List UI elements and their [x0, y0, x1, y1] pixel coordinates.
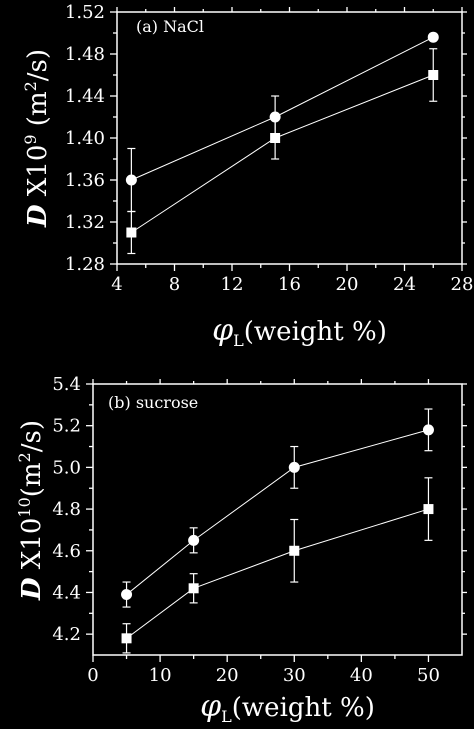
y-axis-unit-pre: X10	[23, 145, 53, 205]
series-line	[131, 75, 433, 233]
x-tick-label: 8	[169, 274, 180, 295]
y-axis-unit-post: (m	[17, 462, 47, 497]
series-circle	[126, 32, 439, 212]
x-tick-label: 0	[87, 665, 98, 686]
data-point-square	[270, 133, 280, 143]
y-axis-unit-pre: X10	[17, 518, 47, 578]
data-point-circle	[188, 535, 199, 546]
data-point-circle	[121, 589, 132, 600]
x-axis-title: φL(weight %)	[212, 313, 387, 350]
y-axis-unit-sup: 2	[15, 452, 34, 462]
panel-label: (b) sucrose	[108, 393, 198, 412]
x-tick-label: 28	[451, 274, 474, 295]
x-tick-label: 20	[216, 665, 239, 686]
y-axis-unit-sup: 2	[21, 81, 40, 91]
data-point-circle	[428, 32, 439, 43]
y-axis-unit-post: (m	[23, 91, 53, 134]
x-tick-label: 12	[221, 274, 244, 295]
y-tick-label: 1.52	[65, 2, 105, 23]
y-tick-label: 4.8	[52, 499, 81, 520]
plot-frame	[93, 384, 462, 655]
data-point-circle	[126, 175, 137, 186]
chart-panel-b: 0 10 20 30 40 50 4.2 4.4 4.6 4.8 5.0 5.2 5.4 (b) sucr…	[15, 374, 467, 726]
series-square	[126, 49, 438, 254]
x-axis-label-text: (weight %)	[232, 693, 375, 723]
x-axis-symbol: φ	[200, 689, 221, 724]
data-point-square	[122, 633, 132, 643]
data-point-square	[289, 546, 299, 556]
x-tick-label: 10	[149, 665, 172, 686]
series-line	[127, 430, 429, 595]
y-axis-unit-tail: /s)	[23, 49, 53, 81]
y-tick-label: 5.0	[52, 457, 81, 478]
x-axis-subscript: L	[221, 707, 232, 726]
y-tick-label: 1.48	[65, 44, 105, 65]
y-tick-label: 5.2	[52, 416, 81, 437]
x-tick-label: 20	[336, 274, 359, 295]
data-point-square	[423, 504, 433, 514]
y-tick-label: 4.2	[52, 624, 81, 645]
panel-label: (a) NaCl	[136, 17, 204, 36]
x-axis-title: φL(weight %)	[200, 689, 375, 726]
x-tick-label: 50	[417, 665, 440, 686]
data-point-circle	[423, 424, 434, 435]
x-axis-label-text: (weight %)	[244, 317, 387, 347]
series-line	[131, 37, 433, 180]
data-point-circle	[289, 462, 300, 473]
y-tick-label: 1.28	[65, 254, 105, 275]
x-tick-label: 30	[283, 665, 306, 686]
y-tick-label: 1.36	[65, 170, 105, 191]
y-tick-label: 1.32	[65, 212, 105, 233]
y-axis-symbol: D	[17, 577, 47, 601]
x-tick-label: 4	[111, 274, 122, 295]
plot-frame	[117, 12, 462, 264]
y-tick-label: 1.40	[65, 128, 105, 149]
y-axis-exponent: 9	[21, 134, 40, 144]
y-axis-title: D X1010(m2/s)	[15, 420, 47, 601]
x-tick-label: 24	[393, 274, 416, 295]
y-axis-title: D X109 (m2/s)	[21, 49, 53, 228]
y-axis-symbol: D	[23, 204, 53, 228]
data-point-square	[428, 70, 438, 80]
y-tick-label: 4.4	[52, 582, 81, 603]
data-point-square	[126, 228, 136, 238]
x-tick-label: 40	[350, 665, 373, 686]
x-axis-subscript: L	[233, 331, 244, 350]
chart-panel-a: 4 8 12 16 20 24 28 1.28 1.32 1.36 1.40 1.44 1.48 1.52…	[21, 2, 473, 350]
y-axis-exponent: 10	[15, 497, 34, 517]
series-line	[127, 509, 429, 638]
data-point-square	[189, 583, 199, 593]
y-axis-unit-tail: /s)	[17, 420, 47, 452]
series-circle	[121, 409, 434, 607]
y-tick-label: 5.4	[52, 374, 81, 395]
y-tick-label: 4.6	[52, 541, 81, 562]
y-tick-label: 1.44	[65, 86, 105, 107]
x-axis-symbol: φ	[212, 313, 233, 348]
series-square	[122, 478, 434, 653]
x-tick-label: 16	[278, 274, 301, 295]
